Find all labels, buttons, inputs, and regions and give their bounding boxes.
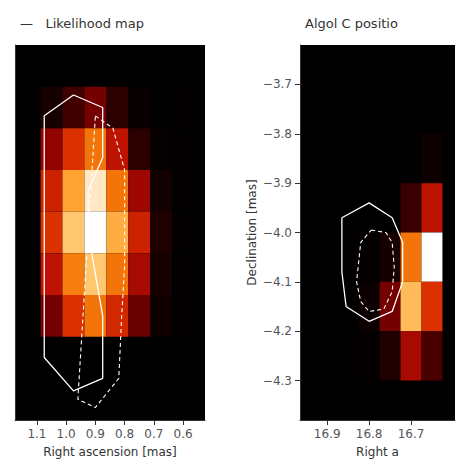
svg-text:−3.8: −3.8 [263,127,292,141]
svg-text:−3.7: −3.7 [263,77,292,91]
svg-text:−4.2: −4.2 [263,324,292,338]
svg-text:Right ascension [mas]: Right ascension [mas] [43,445,177,459]
svg-text:Algol C positio: Algol C positio [305,16,398,31]
svg-text:16.7: 16.7 [398,427,425,441]
svg-text:16.8: 16.8 [356,427,383,441]
svg-text:0.6: 0.6 [174,427,193,441]
svg-text:Right a: Right a [356,445,399,459]
svg-text:1.1: 1.1 [27,427,46,441]
svg-text:−4.1: −4.1 [263,275,292,289]
svg-text:16.9: 16.9 [314,427,341,441]
svg-text:−4.3: −4.3 [263,374,292,388]
svg-text:Declination [mas]: Declination [mas] [245,179,259,285]
svg-text:0.8: 0.8 [115,427,134,441]
svg-text:0.7: 0.7 [144,427,163,441]
svg-text:−3.9: −3.9 [263,176,292,190]
svg-text:0.9: 0.9 [86,427,105,441]
svg-text:1.0: 1.0 [57,427,76,441]
svg-text:−4.0: −4.0 [263,226,292,240]
svg-text:— Likelihood map: — Likelihood map [20,16,144,31]
